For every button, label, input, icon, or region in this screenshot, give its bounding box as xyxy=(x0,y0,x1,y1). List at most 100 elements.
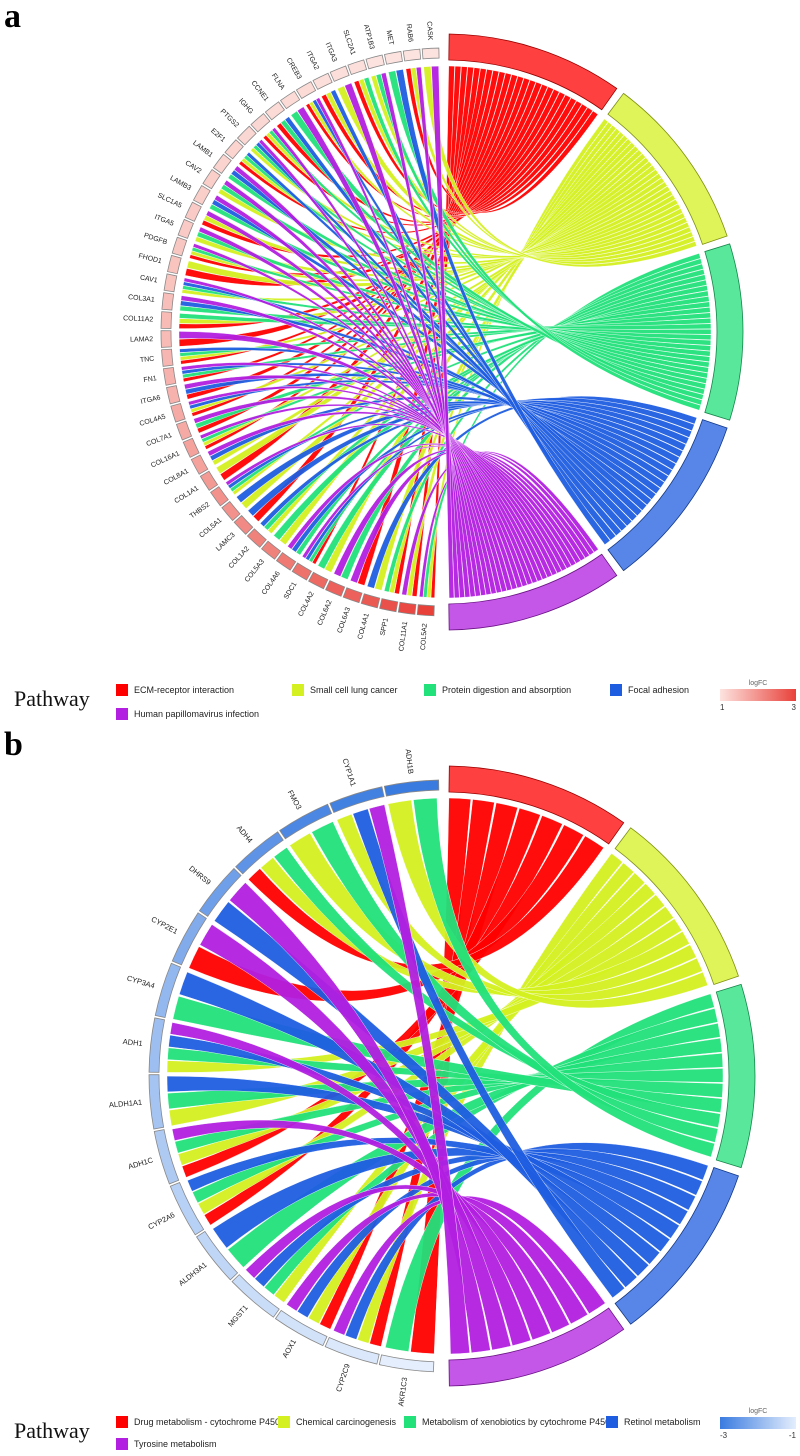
chord-ribbon xyxy=(169,1022,532,1346)
gene-label: E2F1 xyxy=(209,127,226,143)
chord-ribbon xyxy=(286,1192,589,1325)
gene-label: COL4A5 xyxy=(139,413,167,427)
chord-ribbon xyxy=(188,386,553,578)
chord-ribbon xyxy=(182,285,712,341)
gene-arc xyxy=(210,486,229,507)
gene-arc xyxy=(202,168,221,190)
legend-label: Small cell lung cancer xyxy=(310,685,398,695)
gene-label: LAMB3 xyxy=(169,175,193,192)
legend-label: Focal adhesion xyxy=(628,685,690,695)
gene-label: COL1A1 xyxy=(174,485,201,505)
legend-item-a-3: Focal adhesion xyxy=(610,684,689,696)
gene-arc xyxy=(224,139,244,160)
gene-arc xyxy=(171,236,188,257)
gene-arc xyxy=(275,552,297,571)
pathway-arc xyxy=(448,33,618,111)
gene-arc xyxy=(279,803,333,840)
gene-label: CREB3 xyxy=(285,57,303,81)
gene-label: COL6A2 xyxy=(317,599,334,627)
gene-label: ALDH1A1 xyxy=(109,1098,143,1110)
gene-arc xyxy=(212,153,232,174)
gene-arc xyxy=(416,604,435,617)
chord-ribbon xyxy=(183,375,548,580)
chord-ribbon xyxy=(220,184,711,363)
gene-label: LAMB1 xyxy=(191,140,214,159)
gene-arc xyxy=(342,587,363,604)
legend-label: Drug metabolism - cytochrome P450 xyxy=(134,1417,281,1427)
gene-arc xyxy=(195,1230,239,1281)
legend-label: ECM-receptor interaction xyxy=(134,685,235,695)
gene-label: IGHG xyxy=(237,97,254,115)
gene-arc xyxy=(312,72,333,90)
chord-ribbon xyxy=(180,295,533,586)
gene-arc xyxy=(397,601,417,615)
chord-ribbon xyxy=(337,85,690,259)
chord-diagram-b: AKR1C3 CYP2C9 AOX1 MGST1 ALDH3A1 CYP2A6 ADH1C A… xyxy=(109,749,756,1407)
legend-label: Tyrosine metabolism xyxy=(134,1439,217,1449)
chord-ribbon xyxy=(207,411,567,572)
gene-label: SDC1 xyxy=(283,581,299,601)
gene-arc xyxy=(308,571,329,590)
chord-ribbon xyxy=(290,110,705,395)
gene-arc xyxy=(192,184,211,206)
ribbons xyxy=(166,797,724,1355)
legend-item-a-1: Small cell lung cancer xyxy=(292,684,398,696)
legend-item-b-1: Chemical carcinogenesis xyxy=(278,1416,396,1428)
gene-label: ATP1B3 xyxy=(362,24,375,51)
gene-label: ITGA3 xyxy=(324,42,338,63)
chord-ribbon xyxy=(166,1075,671,1252)
gene-label: COL16A1 xyxy=(150,450,181,469)
gene-label: COL4A1 xyxy=(357,612,371,640)
gene-arc xyxy=(199,470,219,491)
gene-arc xyxy=(198,867,242,917)
gene-label: ITGA5 xyxy=(153,214,174,228)
chord-diagram-a: COL5A2COL11A1SPP1COL4A1COL6A3COL6A2COL4A… xyxy=(123,21,744,652)
gene-arc xyxy=(171,912,207,966)
gene-arc xyxy=(421,47,440,60)
pathway-arc xyxy=(448,765,625,845)
gene-label: CCNE1 xyxy=(250,80,270,103)
legend-swatch xyxy=(606,1416,618,1428)
chord-ribbon xyxy=(179,347,661,494)
gene-label: COL5A3 xyxy=(244,558,266,583)
chord-ribbon xyxy=(284,116,627,532)
legend-swatch xyxy=(116,684,128,696)
legend-swatch xyxy=(610,684,622,696)
gene-arc xyxy=(291,562,312,581)
gene-label: LAMC3 xyxy=(215,532,237,553)
pathway-arc xyxy=(607,419,728,572)
gene-label: AKR1C3 xyxy=(396,1377,409,1407)
pathway-arc xyxy=(614,1167,739,1325)
panel-b: AKR1C3 CYP2C9 AOX1 MGST1 ALDH3A1 CYP2A6 ADH1C A… xyxy=(0,728,800,1456)
chord-ribbon xyxy=(344,1142,709,1340)
gene-arc xyxy=(250,112,271,133)
gene-arc xyxy=(160,330,172,348)
logfc-scale-b: logFC -3 -1 xyxy=(720,1408,796,1440)
gene-arc xyxy=(177,218,194,239)
pathway-arc xyxy=(448,553,618,631)
gene-label: COL5A1 xyxy=(198,517,223,540)
gene-arc xyxy=(347,59,368,76)
chord-ribbon xyxy=(198,226,518,590)
legend-label: Human papillomavirus infection xyxy=(134,709,260,719)
gene-label: SLC2A1 xyxy=(341,29,356,56)
gene-label: CAV1 xyxy=(139,274,158,284)
gene-label: RAB6 xyxy=(405,23,414,42)
chord-ribbon xyxy=(413,797,715,1158)
gene-arc xyxy=(233,515,254,535)
legend-title-b: Pathway xyxy=(14,1418,90,1443)
gene-label: FN1 xyxy=(143,375,157,384)
gene-label: COL7A1 xyxy=(146,432,174,448)
chord-ribbon xyxy=(287,443,577,567)
gene-arc xyxy=(329,786,385,814)
gene-arc xyxy=(379,598,399,613)
scale-bar xyxy=(720,689,796,701)
gene-label: COL11A1 xyxy=(398,621,409,652)
gene-label: CYP1A1 xyxy=(341,757,358,787)
chord-ribbon xyxy=(375,73,703,406)
chord-ribbon xyxy=(183,277,528,587)
ribbons xyxy=(178,65,712,599)
chord-ribbon xyxy=(368,804,470,1355)
gene-arc xyxy=(221,500,241,522)
gene-arc xyxy=(167,254,182,275)
